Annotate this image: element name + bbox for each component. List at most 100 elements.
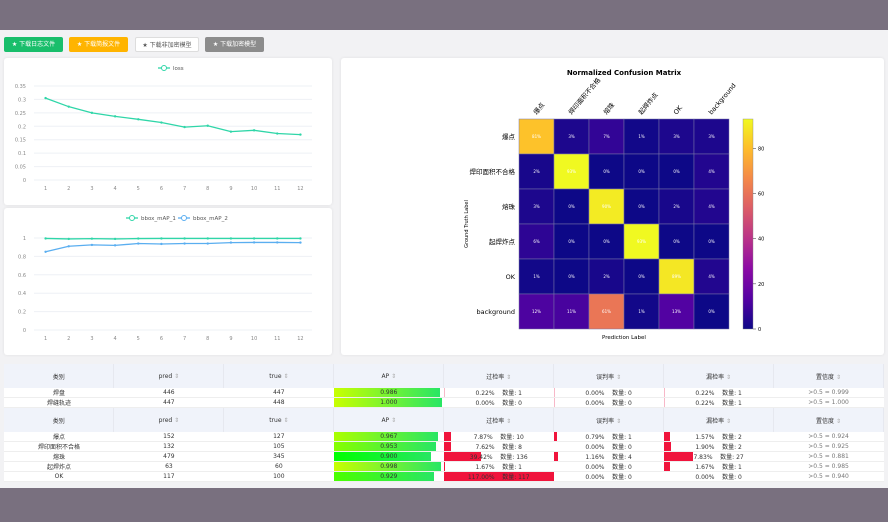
cell: 447 bbox=[223, 388, 334, 398]
column-header[interactable]: 过检率 ⇕ bbox=[443, 364, 555, 388]
star-icon: ★ bbox=[11, 41, 18, 48]
column-header[interactable]: 漏检率 ⇕ bbox=[663, 408, 775, 432]
x-tick-label: 8 bbox=[206, 186, 209, 192]
top-bar bbox=[0, 0, 888, 30]
rate-cell: 1.57% 数量: 2 bbox=[663, 432, 774, 442]
column-header[interactable]: AP ⇕ bbox=[333, 408, 445, 432]
sort-icon[interactable]: ⇕ bbox=[391, 372, 397, 380]
column-header[interactable]: pred ⇕ bbox=[113, 408, 225, 432]
cell: 63 bbox=[113, 461, 224, 472]
matrix-cell bbox=[588, 188, 625, 225]
sort-icon[interactable]: ⇕ bbox=[506, 373, 512, 381]
sort-icon[interactable]: ⇕ bbox=[726, 417, 732, 425]
download-button-4[interactable]: ★ 下载加密模型 bbox=[205, 37, 264, 52]
data-point bbox=[90, 111, 94, 115]
sort-icon[interactable]: ⇕ bbox=[283, 416, 289, 424]
rate-bar bbox=[553, 398, 555, 407]
column-header[interactable]: AP ⇕ bbox=[333, 364, 445, 388]
legend-marker-icon bbox=[161, 65, 167, 71]
data-point bbox=[229, 130, 233, 133]
data-point bbox=[67, 105, 70, 108]
rate-bar bbox=[663, 398, 665, 407]
cell: 焊盘 bbox=[4, 388, 114, 398]
confidence-cell: >0.5 = 1.000 bbox=[773, 397, 884, 408]
ap-cell: 0.900 bbox=[333, 451, 444, 462]
ap-bar bbox=[333, 452, 431, 461]
ap-bar bbox=[333, 388, 441, 397]
data-point bbox=[137, 118, 140, 121]
colorbar-tick: 40 bbox=[758, 237, 764, 243]
confidence-cell: >0.5 = 0.924 bbox=[773, 432, 884, 442]
rate-bar bbox=[663, 432, 670, 441]
column-header[interactable]: 误判率 ⇕ bbox=[553, 408, 665, 432]
cell: 熔珠 bbox=[4, 451, 114, 462]
cell-value: 0% bbox=[673, 239, 680, 244]
y-tick-label: 0.05 bbox=[15, 165, 26, 171]
sort-icon[interactable]: ⇕ bbox=[174, 372, 180, 380]
series-line-bbox_mAP_2 bbox=[45, 241, 301, 253]
column-header[interactable]: 漏检率 ⇕ bbox=[663, 364, 775, 388]
matrix-cell bbox=[588, 153, 625, 190]
download-button-2[interactable]: ★ 下载简报文件 bbox=[69, 37, 128, 52]
ap-bar bbox=[333, 442, 437, 451]
table-header: 类别 pred ⇕ true ⇕ AP ⇕ 过检率 ⇕ 误判率 ⇕ 漏检率 ⇕ 置信度 ⇕ bbox=[4, 364, 884, 388]
cell: 446 bbox=[113, 388, 224, 398]
column-header[interactable]: 置信度 ⇕ bbox=[773, 364, 884, 388]
sort-icon[interactable]: ⇕ bbox=[835, 373, 842, 381]
matrix-cell bbox=[588, 223, 625, 260]
y-tick-label: 0.25 bbox=[15, 111, 26, 117]
column-header[interactable]: 类别 bbox=[4, 408, 115, 432]
legend-label: loss bbox=[173, 66, 184, 72]
matrix-cell bbox=[658, 188, 695, 225]
rate-cell: 7.87% 数量: 10 bbox=[443, 432, 554, 442]
rate-bar bbox=[443, 388, 445, 397]
column-header[interactable]: 误判率 ⇕ bbox=[553, 364, 665, 388]
ap-cell: 0.953 bbox=[333, 441, 444, 452]
cell-value: 6% bbox=[533, 239, 540, 244]
x-tick-label: 5 bbox=[137, 336, 140, 342]
cell-value: 0% bbox=[603, 239, 610, 244]
data-point bbox=[90, 243, 94, 247]
column-header[interactable]: 过检率 ⇕ bbox=[443, 408, 555, 432]
ap-cell: 0.967 bbox=[333, 432, 444, 442]
download-button-3[interactable]: ★ 下载非加密模型 bbox=[135, 37, 199, 52]
rate-bar bbox=[663, 442, 671, 451]
rate-bar bbox=[443, 432, 452, 441]
matrix-cell bbox=[518, 153, 555, 190]
cell: OK bbox=[4, 471, 114, 482]
sort-icon[interactable]: ⇕ bbox=[506, 417, 512, 425]
column-header[interactable]: true ⇕ bbox=[223, 364, 335, 388]
row-label: OK bbox=[506, 273, 516, 281]
cell-value: 2% bbox=[673, 204, 680, 209]
sort-icon[interactable]: ⇕ bbox=[174, 416, 180, 424]
x-tick-label: 11 bbox=[274, 186, 280, 192]
ap-cell: 1.000 bbox=[333, 397, 444, 408]
y-axis-label: Ground Truth Label bbox=[464, 200, 470, 248]
x-tick-label: 11 bbox=[274, 336, 280, 342]
sort-icon[interactable]: ⇕ bbox=[391, 416, 397, 424]
confidence-cell: >0.5 = 0.940 bbox=[773, 471, 884, 482]
download-button-1[interactable]: ★ 下载日志文件 bbox=[4, 37, 63, 52]
x-axis-label: Prediction Label bbox=[602, 335, 646, 341]
confusion-matrix-panel: Normalized Confusion Matrix 81% 3% 7% 1% 3% 3%… bbox=[341, 58, 884, 355]
x-tick-label: 4 bbox=[113, 186, 116, 192]
sort-icon[interactable]: ⇕ bbox=[726, 373, 732, 381]
row-label: 焊印面积不合格 bbox=[470, 167, 516, 176]
legend-marker-icon bbox=[181, 215, 187, 221]
rate-bar bbox=[553, 432, 557, 441]
column-header[interactable]: pred ⇕ bbox=[113, 364, 225, 388]
sort-icon[interactable]: ⇕ bbox=[283, 372, 289, 380]
column-header[interactable]: 类别 bbox=[4, 364, 115, 388]
sort-icon[interactable]: ⇕ bbox=[616, 417, 622, 425]
cell: 152 bbox=[113, 432, 224, 442]
data-point bbox=[137, 242, 140, 245]
cell-value: 4% bbox=[708, 274, 715, 279]
cell-value: 3% bbox=[673, 134, 680, 139]
sort-icon[interactable]: ⇕ bbox=[835, 417, 842, 425]
column-header[interactable]: true ⇕ bbox=[223, 408, 335, 432]
column-header[interactable]: 置信度 ⇕ bbox=[773, 408, 884, 432]
data-point bbox=[44, 250, 47, 253]
confidence-cell: >0.5 = 0.925 bbox=[773, 441, 884, 452]
sort-icon[interactable]: ⇕ bbox=[616, 373, 622, 381]
class-table: 类别 pred ⇕ true ⇕ AP ⇕ 过检率 ⇕ 误判率 ⇕ 漏检率 ⇕ 置信度 ⇕ 爆点… bbox=[4, 408, 884, 482]
